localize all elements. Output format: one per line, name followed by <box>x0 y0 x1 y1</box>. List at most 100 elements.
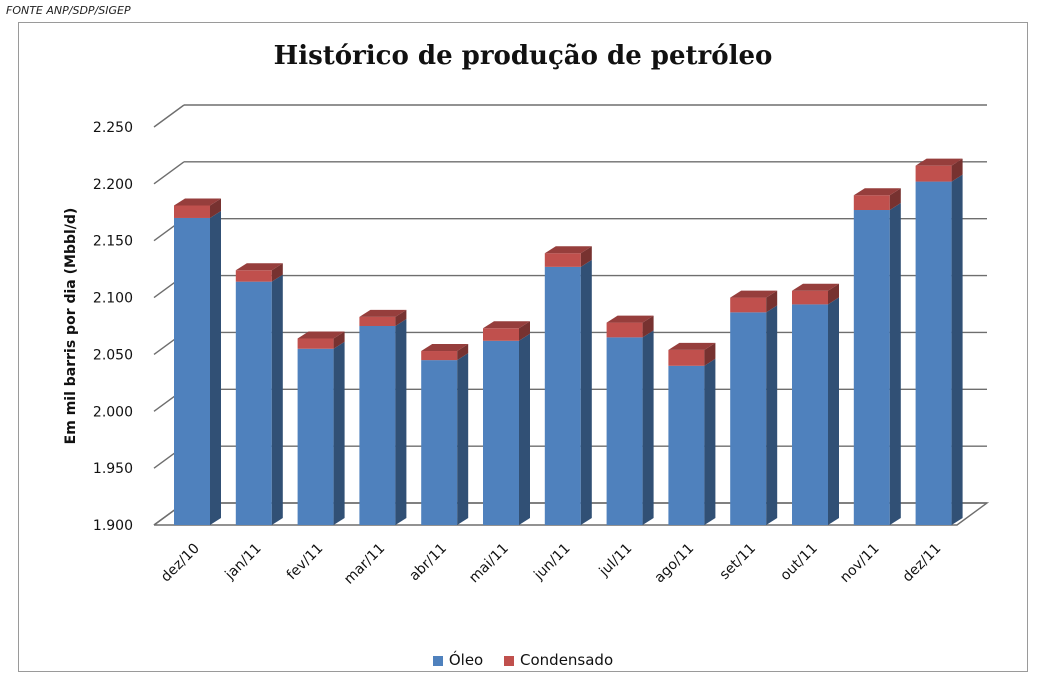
bar-top-condensado <box>915 158 963 166</box>
bar-condensado <box>544 253 581 267</box>
bar-oleo <box>483 340 519 525</box>
bar-oleo <box>235 281 272 525</box>
bar-side-condensado <box>642 315 654 338</box>
bar-side-condensado <box>889 188 901 211</box>
bar-side-oleo <box>271 274 283 525</box>
bar-condensado <box>421 351 458 361</box>
bar-side-condensado <box>333 331 345 349</box>
bar-condensado <box>297 338 334 349</box>
bar-side-oleo <box>333 341 345 525</box>
y-tick-label: 2.150 <box>93 234 133 250</box>
y-tick-label: 2.000 <box>93 404 133 420</box>
bar-side-oleo <box>828 297 839 525</box>
bar-side-oleo <box>642 330 654 525</box>
bar-oleo <box>792 304 828 525</box>
bar-oleo <box>421 360 458 525</box>
bar-oleo <box>853 210 890 526</box>
bar-top-condensado <box>606 315 654 323</box>
bar-side-oleo <box>457 353 469 525</box>
x-tick-label: mar/11 <box>341 541 388 588</box>
bar-side-oleo <box>395 319 407 525</box>
gridline-side <box>153 161 185 185</box>
bar-top-condensado <box>853 188 901 196</box>
bar-condensado <box>235 270 272 282</box>
bar-top-condensado <box>544 246 592 254</box>
legend-swatch-oleo <box>432 655 443 666</box>
bar-oleo <box>359 326 396 525</box>
x-tick-label: jul/11 <box>596 541 636 581</box>
bar-top-condensado <box>235 263 283 271</box>
bar-top-condensado <box>359 309 407 317</box>
y-tick-label: 2.050 <box>93 347 133 363</box>
bar-condensado <box>359 316 396 326</box>
bar-side-condensado <box>580 246 592 267</box>
legend-item-condensado: Condensado <box>504 651 613 669</box>
y-tick-label: 2.250 <box>93 120 133 136</box>
bar-side-oleo <box>580 259 592 525</box>
bar-oleo <box>297 348 334 525</box>
x-tick-label: ago/11 <box>652 541 698 587</box>
bar-condensado <box>668 349 705 366</box>
x-tick-label: out/11 <box>777 541 820 584</box>
legend-item-oleo: Óleo <box>432 651 484 669</box>
x-tick-label: dez/10 <box>158 541 203 586</box>
bar-top-condensado <box>730 290 778 298</box>
source-note: FONTE ANP/SDP/SIGEP <box>6 4 131 17</box>
bar-side-condensado <box>519 321 530 341</box>
y-axis-label: Em mil barris por dia (Mbbl/d) <box>63 208 79 445</box>
bar-oleo <box>730 312 767 525</box>
bar-top-condensado <box>174 198 221 206</box>
x-tick-label: dez/11 <box>900 541 945 586</box>
x-tick-label: jan/11 <box>222 541 265 584</box>
bar-condensado <box>483 328 519 341</box>
bar-side-oleo <box>766 305 778 525</box>
bar-side-condensado <box>271 263 283 282</box>
chart-frame: Histórico de produção de petróleo 1.900 1… <box>18 22 1028 672</box>
bar-oleo <box>915 181 952 525</box>
bar-oleo <box>606 337 643 525</box>
bar-side-oleo <box>704 358 716 525</box>
bar-side-condensado <box>210 198 221 218</box>
y-tick-label: 2.200 <box>93 177 133 193</box>
bar-top-condensado <box>483 321 530 329</box>
bar-side-condensado <box>828 283 839 305</box>
x-tick-label: mai/11 <box>466 541 512 587</box>
x-tick-label: nov/11 <box>837 541 882 586</box>
bar-side-oleo <box>889 203 901 526</box>
gridline-side <box>153 104 185 128</box>
bar-oleo <box>174 217 210 525</box>
bar-condensado <box>174 205 210 218</box>
x-tick-label: set/11 <box>717 541 759 583</box>
bar-side-condensado <box>457 344 469 361</box>
legend-swatch-condensado <box>504 655 515 666</box>
bar-side-condensado <box>704 342 716 366</box>
y-tick-label: 1.950 <box>93 461 133 477</box>
legend: Óleo Condensado <box>19 651 1027 669</box>
bar-side-condensado <box>951 158 963 182</box>
x-tick-label: jun/11 <box>530 541 573 584</box>
bar-top-condensado <box>297 331 345 339</box>
bar-side-oleo <box>951 174 963 525</box>
bar-side-condensado <box>766 290 778 313</box>
y-tick-label: 1.900 <box>93 518 133 534</box>
y-tick-label: 2.100 <box>93 291 133 307</box>
bar-top-condensado <box>792 283 839 291</box>
bar-side-condensado <box>395 309 407 326</box>
bar-oleo <box>544 266 581 525</box>
bar-side-oleo <box>210 210 221 525</box>
bar-oleo <box>668 365 705 525</box>
x-tick-label: fev/11 <box>284 541 327 584</box>
bar-top-condensado <box>421 344 469 352</box>
bar-condensado <box>792 290 828 305</box>
legend-label-oleo: Óleo <box>448 651 484 669</box>
bar-condensado <box>606 322 643 338</box>
x-tick-label: abr/11 <box>406 541 450 585</box>
bar-side-oleo <box>519 333 530 525</box>
bar-condensado <box>853 195 890 211</box>
chart-title: Histórico de produção de petróleo <box>273 41 773 71</box>
bar-condensado <box>915 165 952 182</box>
bar-condensado <box>730 297 767 313</box>
chart-plot: 1.900 1.950 2.000 2.050 2.100 2.150 2.200 2.250… <box>63 104 990 588</box>
bar-top-condensado <box>668 342 716 350</box>
legend-label-condensado: Condensado <box>520 651 614 669</box>
